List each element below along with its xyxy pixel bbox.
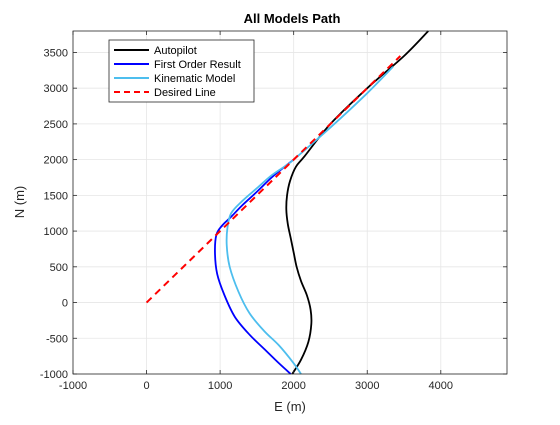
y-tick-label: 1500 [44, 190, 68, 202]
y-axis-title: N (m) [12, 186, 27, 219]
x-tick-label: -1000 [59, 380, 87, 392]
x-tick-label: 2000 [281, 380, 305, 392]
y-tick-label: -1000 [40, 369, 68, 381]
x-tick-label: 4000 [429, 380, 453, 392]
plot-area [145, 30, 429, 375]
series-line-desired-line [145, 55, 402, 304]
axes-box [72, 30, 508, 375]
ticks: -1000 0 1000 2000 3000 4000 -1000 -500 0 500 1000 1… [40, 31, 507, 392]
legend: Autopilot First Order Result Kinematic Mod… [108, 39, 255, 103]
series-line-first-order-result [214, 158, 295, 375]
x-tick-label: 1000 [208, 380, 232, 392]
series-line-autopilot [285, 30, 429, 375]
legend-label-kinematic-model: Kinematic Model [154, 73, 235, 85]
x-tick-label: 0 [143, 380, 149, 392]
legend-label-desired-line: Desired Line [154, 87, 216, 99]
legend-label-autopilot: Autopilot [154, 45, 197, 57]
y-tick-label: 3500 [44, 47, 68, 59]
x-axis-title: E (m) [274, 399, 306, 414]
y-tick-label: 500 [50, 262, 68, 274]
series-line-kinematic-model [225, 66, 394, 375]
x-tick-label: 3000 [355, 380, 379, 392]
y-tick-label: 1000 [44, 226, 68, 238]
grid [72, 31, 507, 375]
y-tick-label: 2500 [44, 119, 68, 131]
y-tick-label: 0 [62, 298, 68, 310]
y-tick-label: 2000 [44, 155, 68, 167]
chart-title: All Models Path [244, 11, 341, 26]
y-tick-label: -500 [46, 333, 68, 345]
y-tick-label: 3000 [44, 83, 68, 95]
legend-label-first-order-result: First Order Result [154, 59, 241, 71]
